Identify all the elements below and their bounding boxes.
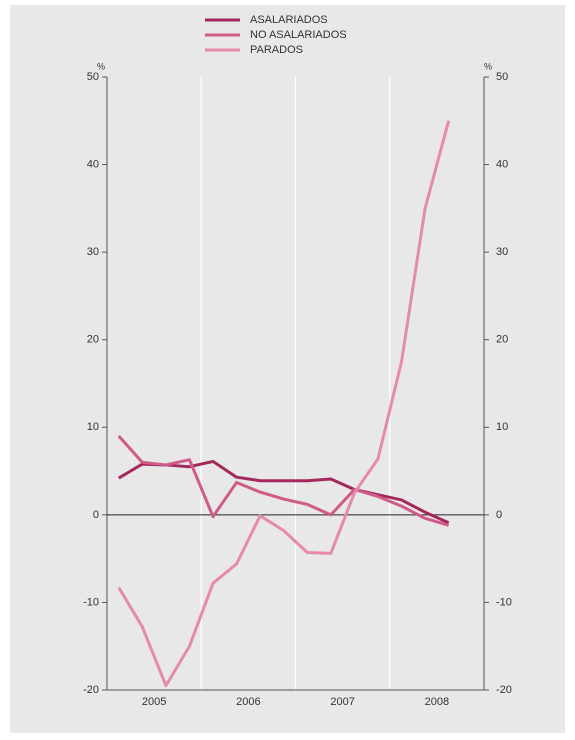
y-tick-label: 50 [87, 71, 99, 83]
legend-label: PARADOS [250, 44, 303, 56]
y2-tick-label: 10 [496, 421, 508, 433]
y-tick-label: 40 [87, 158, 99, 170]
y2-tick-label: -20 [496, 684, 512, 696]
y2-tick-label: 20 [496, 334, 508, 346]
y2-tick-label: 0 [496, 509, 502, 521]
y-tick-label: 20 [87, 334, 99, 346]
series-line [117, 435, 450, 527]
y2-tick-label: 30 [496, 246, 508, 258]
y-tick-label: 30 [87, 246, 99, 258]
y2-axis-label: % [484, 61, 492, 71]
x-tick-label: 2007 [330, 696, 354, 708]
series-line [118, 459, 450, 525]
y-tick-label: -10 [83, 596, 99, 608]
legend-label: NO ASALARIADOS [250, 29, 347, 41]
legend-label: ASALARIADOS [250, 14, 328, 26]
y-tick-label: 10 [87, 421, 99, 433]
y-axis-label: % [97, 61, 105, 71]
y2-tick-label: 50 [496, 71, 508, 83]
panel [10, 5, 565, 733]
x-tick-label: 2005 [142, 696, 166, 708]
y-tick-label: 0 [93, 509, 99, 521]
y-tick-label: -20 [83, 684, 99, 696]
x-tick-label: 2006 [236, 696, 260, 708]
y2-tick-label: 40 [496, 158, 508, 170]
x-tick-label: 2008 [425, 696, 449, 708]
y2-tick-label: -10 [496, 596, 512, 608]
series-line [117, 120, 451, 688]
